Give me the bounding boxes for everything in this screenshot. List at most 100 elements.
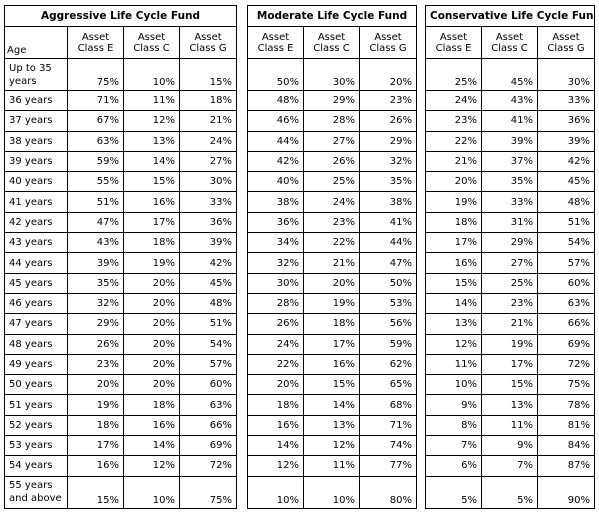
percent-cell: 13% — [123, 130, 180, 152]
percent-cell: 9% — [425, 394, 482, 416]
percent-cell: 42% — [247, 150, 304, 173]
percent-cell: 57% — [178, 353, 238, 376]
percent-cell: 51% — [178, 313, 238, 335]
table-row: 23% 41% 36% — [425, 110, 596, 132]
aggressive-fund-table: Aggressive Life Cycle Fund Age Asset Class … — [3, 5, 238, 509]
percent-cell: 43% — [481, 89, 538, 112]
percent-cell: 18% — [67, 414, 124, 437]
age-cell: 43 years — [4, 232, 68, 254]
age-line: 51 years — [9, 399, 53, 411]
percent-cell: 14% — [123, 150, 180, 173]
percent-cell: 5% — [425, 475, 482, 509]
percent-cell: 62% — [358, 353, 418, 376]
percent-cell: 20% — [123, 353, 180, 376]
table-row: 15% 25% 60% — [425, 272, 596, 294]
percent-cell: 23% — [481, 292, 538, 315]
table-row: 19% 33% 48% — [425, 191, 596, 213]
header-line: Asset — [194, 31, 222, 43]
percent-cell: 12% — [247, 455, 304, 477]
percent-cell: 54% — [178, 333, 238, 355]
table-row: 54 years 16% 12% 72% — [4, 455, 238, 477]
percent-cell: 90% — [536, 475, 596, 509]
percent-cell: 12% — [425, 333, 482, 355]
table-row: 44 years 39% 19% 42% — [4, 252, 238, 274]
percent-cell: 16% — [123, 191, 180, 213]
asset-class-header: Asset Class G — [178, 26, 238, 59]
age-cell: 37 years — [4, 110, 68, 132]
percent-cell: 57% — [536, 252, 596, 274]
percent-cell: 59% — [358, 333, 418, 355]
asset-class-header: Asset Class C — [303, 26, 360, 59]
table-row: 12% 19% 69% — [425, 333, 596, 355]
percent-cell: 27% — [178, 150, 238, 173]
table-row: 12% 11% 77% — [247, 455, 418, 477]
table-row: 41 years 51% 16% 33% — [4, 191, 238, 213]
percent-cell: 14% — [247, 435, 304, 457]
percent-cell: 16% — [303, 353, 360, 376]
percent-cell: 19% — [67, 394, 124, 416]
percent-cell: 33% — [481, 191, 538, 213]
percent-cell: 19% — [425, 191, 482, 213]
header-line: Class G — [369, 42, 407, 54]
percent-cell: 21% — [481, 313, 538, 335]
age-cell: Up to 35 years — [4, 58, 68, 91]
table-row: 10% 10% 80% — [247, 475, 418, 509]
table-row: 14% 23% 63% — [425, 292, 596, 315]
percent-cell: 36% — [536, 110, 596, 132]
percent-cell: 63% — [67, 130, 124, 152]
age-cell: 39 years — [4, 150, 68, 173]
table-row: 45 years 35% 20% 45% — [4, 272, 238, 294]
percent-cell: 77% — [358, 455, 418, 477]
age-cell: 55 years and above — [4, 475, 68, 509]
age-cell: 53 years — [4, 435, 68, 457]
table-row: 22% 39% 39% — [425, 130, 596, 152]
header-line: Class E — [77, 42, 114, 54]
table-row: 25% 45% 30% — [425, 58, 596, 91]
percent-cell: 16% — [67, 455, 124, 477]
percent-cell: 10% — [123, 58, 180, 91]
percent-cell: 22% — [425, 130, 482, 152]
percent-cell: 35% — [481, 171, 538, 193]
percent-cell: 18% — [303, 313, 360, 335]
age-cell: 50 years — [4, 374, 68, 396]
percent-cell: 32% — [247, 252, 304, 274]
percent-cell: 30% — [178, 171, 238, 193]
percent-cell: 15% — [123, 171, 180, 193]
age-line: 43 years — [9, 237, 53, 249]
percent-cell: 33% — [178, 191, 238, 213]
table-row: 46% 28% 26% — [247, 110, 418, 132]
table-row: 14% 12% 74% — [247, 435, 418, 457]
table-row: 51 years 19% 18% 63% — [4, 394, 238, 416]
percent-cell: 29% — [481, 232, 538, 254]
conservative-fund-table: Conservative Life Cycle Fund Asset Class E… — [424, 5, 596, 509]
percent-cell: 18% — [425, 211, 482, 234]
age-column-header: Age — [4, 26, 68, 59]
percent-cell: 53% — [358, 292, 418, 315]
header-line: Asset — [317, 31, 346, 43]
percent-cell: 9% — [481, 435, 538, 457]
percent-cell: 50% — [247, 58, 304, 91]
table-row: 9% 13% 78% — [425, 394, 596, 416]
table-row: 8% 11% 81% — [425, 414, 596, 437]
percent-cell: 66% — [178, 414, 238, 437]
percent-cell: 23% — [67, 353, 124, 376]
percent-cell: 18% — [123, 394, 180, 416]
percent-cell: 87% — [536, 455, 596, 477]
percent-cell: 80% — [358, 475, 418, 509]
header-line: Class E — [435, 42, 472, 54]
age-cell: 44 years — [4, 252, 68, 274]
percent-cell: 63% — [536, 292, 596, 315]
percent-cell: 30% — [303, 58, 360, 91]
percent-cell: 17% — [303, 333, 360, 355]
table-row: 47 years 29% 20% 51% — [4, 313, 238, 335]
table-row: 42% 26% 32% — [247, 150, 418, 173]
percent-cell: 20% — [123, 272, 180, 294]
age-line: 45 years — [9, 277, 53, 289]
age-line: 40 years — [9, 176, 53, 188]
percent-cell: 6% — [425, 455, 482, 477]
percent-cell: 18% — [247, 394, 304, 416]
percent-cell: 69% — [536, 333, 596, 355]
percent-cell: 10% — [425, 374, 482, 396]
percent-cell: 78% — [536, 394, 596, 416]
percent-cell: 74% — [358, 435, 418, 457]
